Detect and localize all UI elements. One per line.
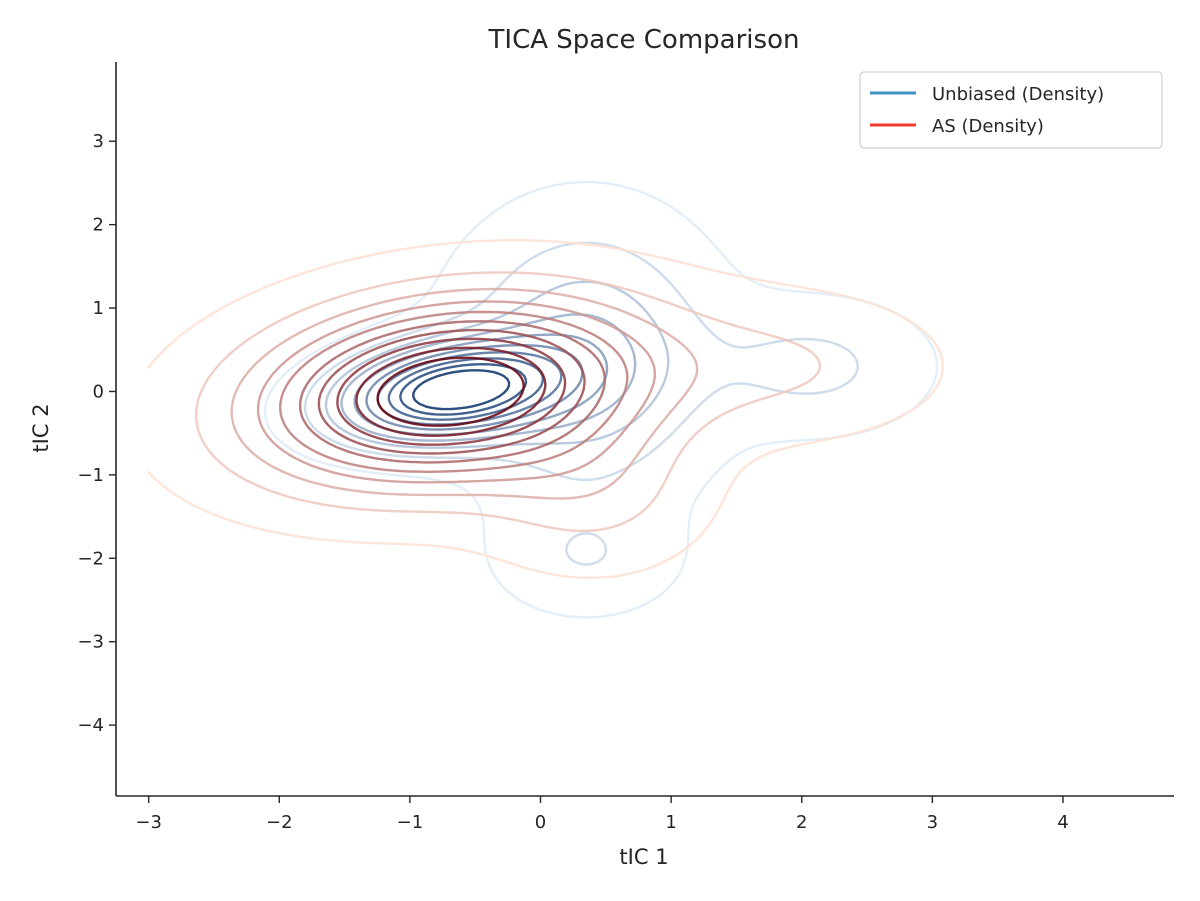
x-axis-ticks: −3 −2 −1 0 1 2 3 4: [135, 796, 1069, 833]
legend: Unbiased (Density) AS (Density): [859, 71, 1163, 149]
chart-title: TICA Space Comparison: [488, 25, 800, 55]
x-tick-label: 4: [1057, 812, 1068, 833]
contour-line: [376, 356, 525, 427]
y-tick-label: 3: [93, 131, 104, 152]
contour-line: [355, 346, 547, 437]
contour-line: [279, 310, 629, 473]
contour-line: [336, 337, 567, 446]
contour-series-as: [147, 239, 945, 579]
contour-line: [195, 271, 822, 533]
x-axis-label: tIC 1: [619, 845, 668, 869]
legend-label-as: AS (Density): [932, 116, 1044, 137]
contour-line: [230, 287, 699, 500]
contour-line: [412, 369, 511, 411]
contour-line: [256, 300, 656, 484]
x-tick-label: −2: [266, 812, 293, 833]
legend-label-unbiased: Unbiased (Density): [932, 84, 1104, 105]
x-tick-label: 0: [535, 812, 546, 833]
contour-line: [324, 280, 670, 449]
y-axis-ticks: −4 −3 −2 −1 0 1 2 3: [77, 131, 116, 736]
x-tick-label: 3: [927, 812, 938, 833]
y-axis-label: tIC 2: [29, 403, 53, 452]
contour-line: [147, 239, 945, 579]
x-tick-label: 1: [665, 812, 676, 833]
x-tick-label: −3: [135, 812, 162, 833]
contour-plot-area: [147, 180, 945, 619]
x-tick-label: −1: [397, 812, 424, 833]
legend-box: [859, 71, 1163, 149]
y-tick-label: 1: [93, 298, 104, 319]
contour-line: [317, 328, 586, 455]
y-tick-label: −4: [77, 715, 104, 736]
y-tick-label: −2: [77, 548, 104, 569]
y-tick-label: −1: [77, 465, 104, 486]
y-tick-label: 0: [93, 381, 104, 402]
contour-line: [298, 320, 606, 464]
contour-line: [303, 241, 859, 566]
y-tick-label: 2: [93, 215, 104, 236]
x-tick-label: 2: [796, 812, 807, 833]
contour-line: [399, 363, 528, 416]
y-tick-label: −3: [77, 632, 104, 653]
